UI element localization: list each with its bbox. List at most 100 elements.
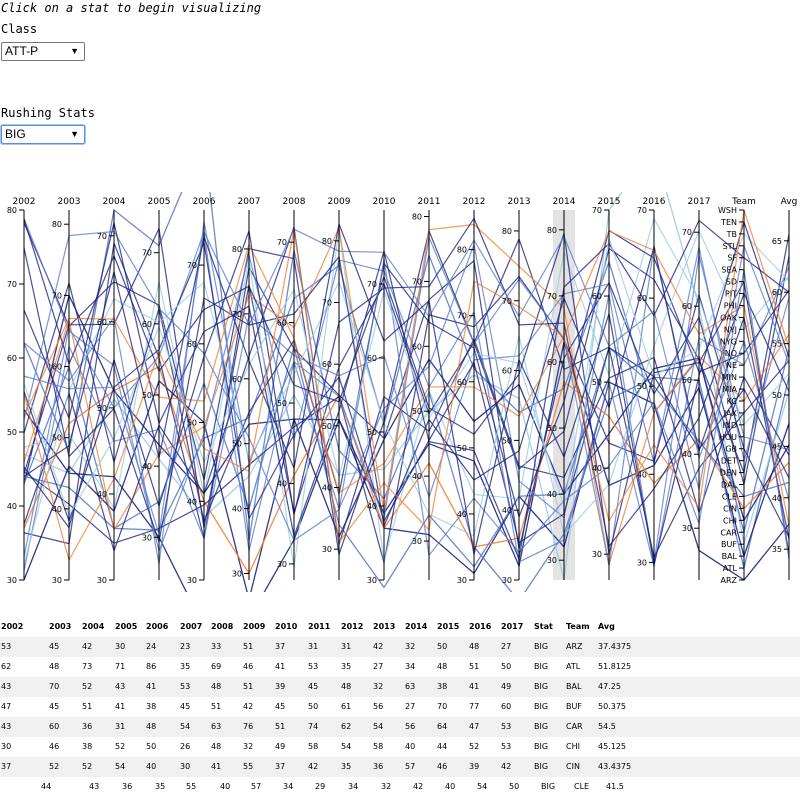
axis-2002[interactable]: 2002 30 40 50 60 70 80 [7, 197, 36, 585]
axis-title-2014[interactable]: 2014 [553, 197, 576, 207]
axis-avg[interactable]: Avg 35 40 45 50 55 60 65 [772, 197, 798, 580]
tick-label: 60 [502, 367, 512, 376]
axis-2008[interactable]: 2008 30 40 50 60 70 [277, 197, 306, 580]
tick-label: 60 [322, 360, 332, 369]
table-cell: 86 [146, 662, 157, 671]
table-cell: BUF [566, 702, 582, 711]
parallel-coordinates-chart[interactable]: 2002 30 40 50 60 70 80 2003 30 40 50 60 70 80 2004 30 40… [0, 192, 800, 592]
table-header-cell: 2006 [146, 622, 169, 631]
team-tick-label: TB [726, 230, 737, 239]
axis-title-2013[interactable]: 2013 [508, 197, 531, 207]
table-cell: 41 [469, 682, 480, 691]
class-select[interactable]: ATT-P ▼ [1, 42, 85, 61]
axis-title-2017[interactable]: 2017 [688, 197, 711, 207]
table-cell: 62 [1, 662, 12, 671]
axis-title-2011[interactable]: 2011 [418, 197, 441, 207]
table-row: 43 70 52 43 41 53 48 51 39 45 48 32 63 38 41 49 BIG BAL 47… [0, 677, 800, 697]
chevron-down-icon: ▼ [70, 46, 79, 56]
axis-title-avg[interactable]: Avg [781, 197, 798, 207]
axis-2006[interactable]: 2006 30 40 50 60 70 [187, 197, 216, 585]
team-tick-label: DAL [721, 481, 737, 490]
axis-2017[interactable]: 2017 30 40 50 60 70 [682, 197, 711, 580]
tick-label: 40 [412, 472, 422, 481]
table-cell: 46 [49, 742, 60, 751]
axis-team[interactable]: Team ARZ ATL BAL BUF CAR CHI CIN CLE DAL DEN DET GB H… [718, 197, 756, 585]
table-cell: 51.8125 [598, 662, 632, 671]
axis-title-2002[interactable]: 2002 [13, 197, 36, 207]
table-header-cell: Team [566, 622, 590, 631]
axis-title-2006[interactable]: 2006 [193, 197, 216, 207]
axis-2004[interactable]: 2004 30 40 50 60 70 [97, 197, 126, 585]
team-tick-label: IND [722, 421, 737, 430]
table-cell: 54 [115, 762, 126, 771]
table-cell: 45 [180, 702, 191, 711]
tick-label: 30 [97, 576, 107, 585]
table-header-cell: 2016 [469, 622, 492, 631]
axis-2015[interactable]: 2015 30 40 50 60 70 [592, 197, 621, 580]
axis-title-2008[interactable]: 2008 [283, 197, 306, 207]
table-cell: 51 [243, 682, 254, 691]
table-cell: 42 [373, 642, 384, 651]
axis-title-2004[interactable]: 2004 [103, 197, 126, 207]
table-cell: 40 [445, 782, 456, 791]
table-cell: 37 [1, 762, 12, 771]
table-cell: 37.4375 [598, 642, 632, 651]
axis-2014[interactable]: 2014 30 40 50 60 70 80 [547, 197, 576, 580]
axis-title-2007[interactable]: 2007 [238, 197, 261, 207]
data-line-phi [23, 230, 790, 526]
axis-title-2009[interactable]: 2009 [328, 197, 351, 207]
axis-2013[interactable]: 2013 30 40 50 60 70 80 [502, 197, 531, 585]
table-cell: 36 [82, 722, 93, 731]
axis-title-2010[interactable]: 2010 [373, 197, 396, 207]
tick-label: 45 [772, 442, 782, 451]
table-cell: CLE [574, 782, 590, 791]
class-label: Class [1, 22, 38, 36]
table-header-cell: 2013 [373, 622, 396, 631]
axis-2011[interactable]: 2011 30 40 50 60 70 80 [412, 197, 441, 580]
rushing-stats-select[interactable]: BIG ▼ [1, 125, 85, 144]
table-cell: 53 [501, 722, 512, 731]
table-cell: 30 [115, 642, 126, 651]
axis-2010[interactable]: 2010 30 40 50 60 70 [367, 197, 396, 585]
axis-title-team[interactable]: Team [731, 197, 756, 207]
table-header-cell: 2003 [49, 622, 72, 631]
tick-label: 50 [277, 399, 287, 408]
tick-label: 40 [232, 505, 242, 514]
table-cell: BIG [534, 662, 549, 671]
axis-title-2003[interactable]: 2003 [58, 197, 81, 207]
axis-title-2016[interactable]: 2016 [643, 197, 666, 207]
axis-2009[interactable]: 2009 30 40 50 60 70 80 [322, 197, 351, 580]
tick-label: 80 [547, 226, 557, 235]
data-line-kc [23, 223, 790, 565]
axis-title-2012[interactable]: 2012 [463, 197, 486, 207]
tick-label: 70 [682, 228, 692, 237]
team-tick-label: PHI [724, 301, 737, 310]
table-header-cell: 2005 [115, 622, 138, 631]
axis-2003[interactable]: 2003 30 40 50 60 70 80 [52, 197, 81, 585]
axis-2005[interactable]: 2005 30 40 50 60 70 [142, 197, 171, 580]
table-cell: 50 [437, 642, 448, 651]
table-header-cell: 2009 [243, 622, 266, 631]
table-cell: 46 [243, 662, 254, 671]
table-cell: 36 [122, 782, 133, 791]
table-cell: 48 [211, 682, 222, 691]
tick-label: 50 [502, 436, 512, 445]
tick-label: 70 [547, 292, 557, 301]
tick-label: 40 [682, 450, 692, 459]
data-line-no [23, 229, 790, 524]
axis-title-2005[interactable]: 2005 [148, 197, 171, 207]
tick-label: 60 [52, 363, 62, 372]
team-tick-label: TEN [720, 218, 737, 227]
tick-label: 40 [592, 464, 602, 473]
axis-title-2015[interactable]: 2015 [598, 197, 621, 207]
tick-label: 40 [457, 510, 467, 519]
axis-2012[interactable]: 2012 30 40 50 60 70 80 [457, 197, 486, 585]
data-line-min [23, 226, 790, 553]
table-row: 43 60 36 31 48 54 63 76 51 74 62 54 56 64 47 53 BIG CAR 54… [0, 717, 800, 737]
data-line-gb [23, 275, 790, 563]
table-cell: 54 [341, 742, 352, 751]
data-line-stl [23, 228, 790, 535]
axis-2016[interactable]: 2016 30 40 50 60 70 [637, 197, 666, 580]
table-cell: 29 [315, 782, 326, 791]
axis-2007[interactable]: 2007 30 40 50 60 70 80 [232, 197, 261, 580]
